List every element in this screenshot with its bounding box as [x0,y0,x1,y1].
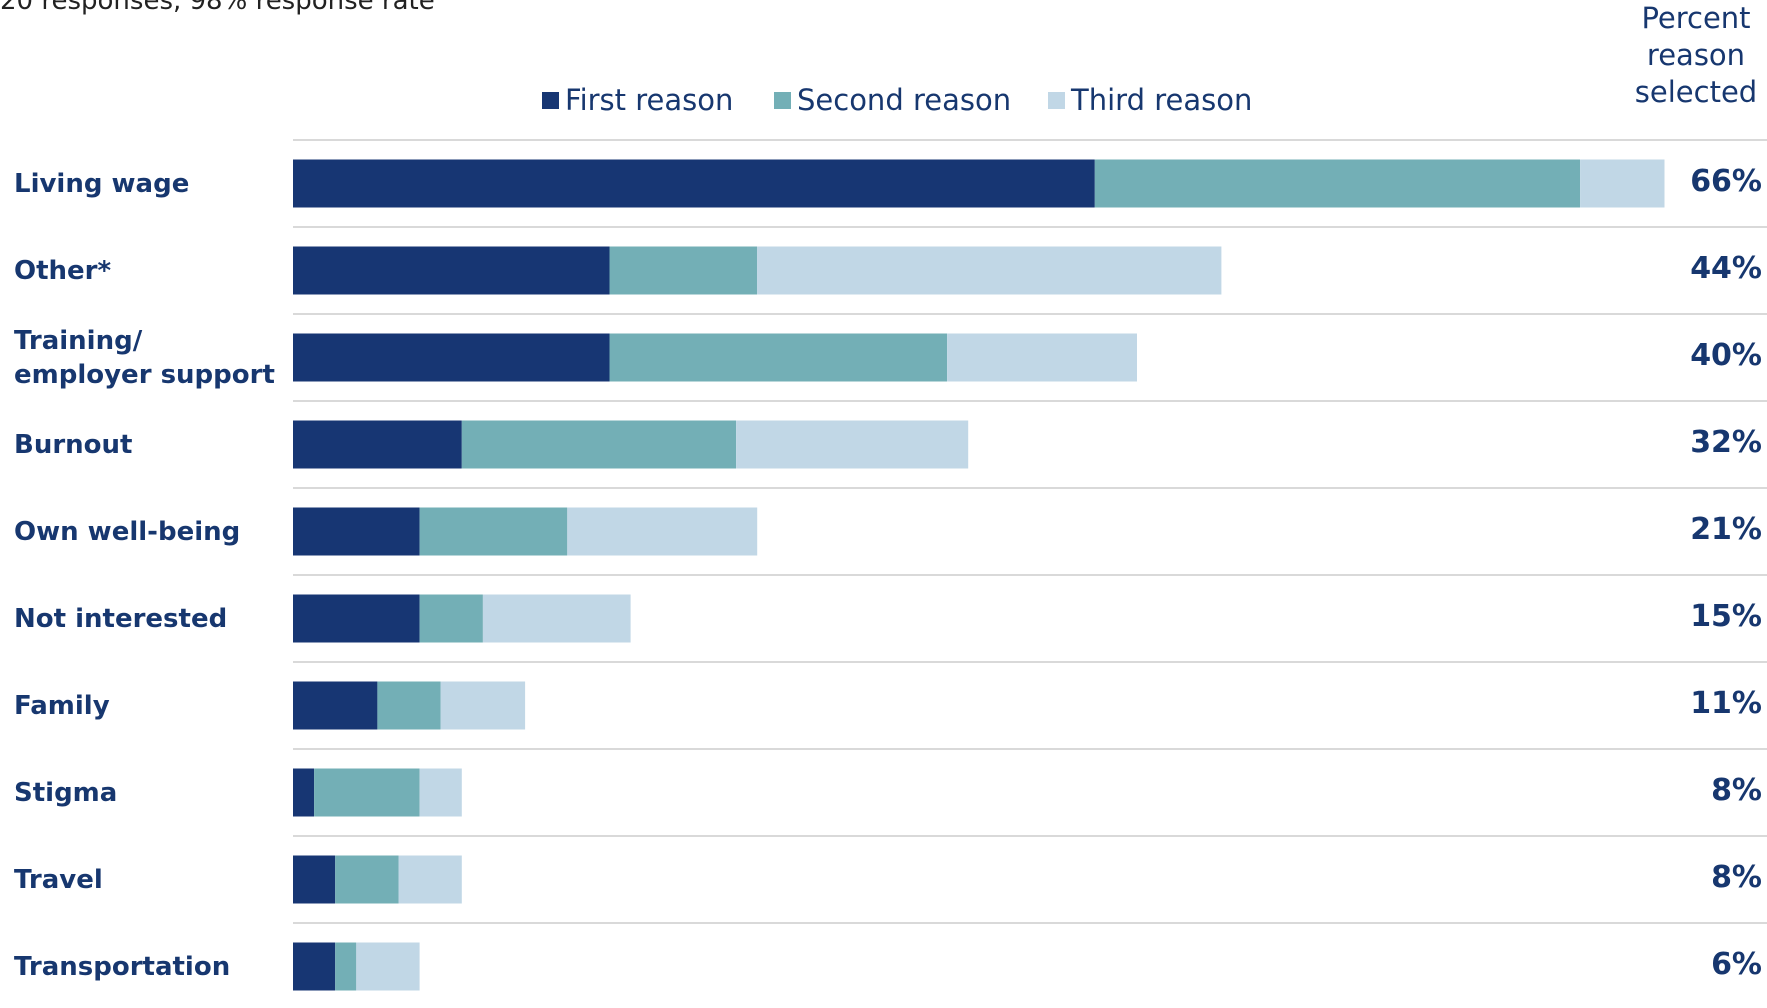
category-label-line: Living wage [14,168,190,199]
bar-living-wage-second [1094,159,1581,208]
bar-stigma-second [314,768,420,817]
legend: First reason Second reason Third reason [0,83,1400,119]
percent-selected-transportation: 6% [1711,946,1762,982]
bar-own-well-being-second [419,507,568,556]
category-label-family: Family [14,689,110,723]
bar-own-well-being-third [567,507,758,556]
category-label-own-well-being: Own well-being [14,515,240,549]
category-label-burnout: Burnout [14,428,132,462]
bar-burnout-first [293,420,462,469]
bar-travel-first [293,855,336,904]
bar-not-interested-first [293,594,420,643]
category-label-line: employer support [14,359,275,390]
bar-transportation-third [356,942,420,991]
percent-header-line-2: reason [1646,38,1746,72]
percent-selected-stigma: 8% [1711,772,1762,808]
category-label-line: Transportation [14,951,231,982]
bar-living-wage-third [1580,159,1665,208]
category-label-line: Not interested [14,603,228,634]
bar-burnout-third [736,420,969,469]
percent-selected-family: 11% [1690,685,1762,721]
chart-subtitle: 20 responses, 98% response rate [0,0,435,16]
bar-family-third [440,681,526,730]
legend-label-third: Third reason [1071,83,1253,117]
percent-selected-not-interested: 15% [1690,598,1762,634]
percent-header-line-3: selected [1634,75,1758,109]
category-label-line: Other* [14,255,112,286]
bar-not-interested-third [482,594,631,643]
bar-own-well-being-first [293,507,420,556]
category-label-transportation: Transportation [14,950,230,984]
bar-stigma-third [419,768,462,817]
category-label-training-employer-support: Training/employer support [14,324,275,392]
legend-swatch-third [1048,91,1065,109]
percent-selected-own-well-being: 21% [1690,511,1762,547]
bar-training-employer-support-second [609,333,948,382]
legend-item-second: Second reason [774,83,1011,117]
percent-selected-burnout: 32% [1690,424,1762,460]
legend-label-second: Second reason [797,83,1012,117]
category-label-line: Own well-being [14,516,241,547]
category-label-line: Travel [14,864,103,895]
legend-swatch-second [774,91,791,109]
category-label-line: Training/ [14,325,143,356]
bar-stigma-first [293,768,315,817]
category-label-living-wage: Living wage [14,167,189,201]
bar-living-wage-first [293,159,1095,208]
bar-other-first [293,246,610,295]
percent-selected-other: 44% [1690,250,1762,286]
legend-swatch-first [542,91,559,109]
percent-selected-travel: 8% [1711,859,1762,895]
legend-item-third: Third reason [1048,83,1252,117]
category-label-travel: Travel [14,863,103,897]
percent-column-header: Percent reason selected [1622,0,1767,111]
bar-travel-second [335,855,399,904]
bar-family-second [377,681,441,730]
bar-travel-third [398,855,462,904]
category-label-stigma: Stigma [14,776,117,810]
category-label-line: Family [14,690,110,721]
bar-family-first [293,681,378,730]
bar-transportation-first [293,942,336,991]
category-label-not-interested: Not interested [14,602,227,636]
legend-item-first: First reason [542,83,733,117]
category-label-other: Other* [14,254,111,288]
percent-header-line-1: Percent [1641,1,1751,35]
bar-transportation-second [335,942,357,991]
bar-other-third [757,246,1222,295]
percent-selected-training-employer-support: 40% [1690,337,1762,373]
bar-other-second [609,246,758,295]
bar-not-interested-second [419,594,483,643]
category-label-line: Burnout [14,429,133,460]
bar-burnout-second [461,420,737,469]
percent-selected-living-wage: 66% [1690,163,1762,199]
bar-training-employer-support-first [293,333,610,382]
category-label-line: Stigma [14,777,118,808]
legend-label-first: First reason [565,83,734,117]
bar-training-employer-support-third [947,333,1137,382]
